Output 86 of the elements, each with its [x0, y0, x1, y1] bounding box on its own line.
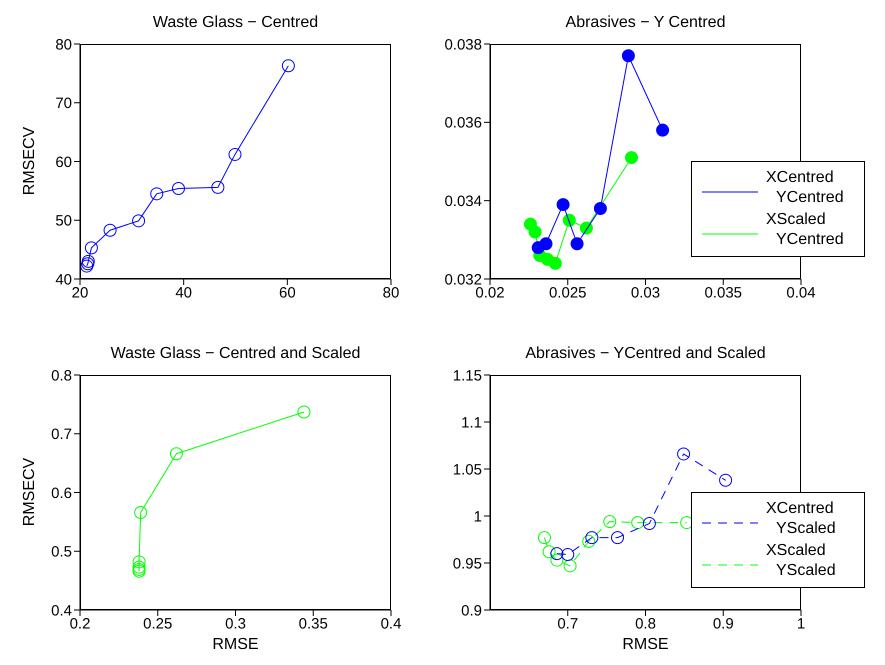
y-tick-label: 1.15: [452, 367, 482, 384]
x-axis-title: RMSE: [211, 636, 260, 654]
y-tick-label: 0.5: [51, 544, 72, 561]
point: [550, 554, 564, 567]
point: [81, 257, 94, 270]
y-axis-title: RMSECV: [21, 456, 39, 528]
point: [622, 49, 635, 62]
point: [172, 182, 185, 196]
point: [642, 517, 656, 530]
point: [603, 515, 616, 528]
x-tick-label: 60: [278, 284, 296, 302]
legend-label: XScaled YScaled: [766, 541, 836, 581]
point: [228, 148, 242, 161]
y-tick-label: 0.4: [51, 602, 72, 620]
x-tick-label: 20: [72, 284, 88, 302]
legend-label: XCentred YCentred: [766, 168, 844, 208]
chart-title: Abrasives − Y Centred: [564, 14, 726, 32]
y-tick-label: 1.1: [461, 414, 482, 432]
point: [611, 531, 624, 544]
point: [719, 474, 732, 487]
y-axis-title: RMSECV: [21, 125, 39, 197]
y-tick-label: 70: [55, 95, 72, 112]
point: [80, 260, 94, 273]
point: [134, 506, 148, 519]
x-tick-label: 0.35: [298, 616, 328, 633]
point: [631, 516, 644, 530]
point: [84, 241, 98, 254]
x-tick-label: 1: [796, 616, 806, 633]
point: [282, 59, 295, 72]
x-tick-label: 0.7: [557, 616, 578, 633]
x-tick-label: 0.8: [635, 616, 656, 633]
y-tick-label: 0.6: [51, 484, 72, 502]
chart-title: Waste Glass − Centred: [152, 14, 320, 32]
x-tick-label: 0.04: [786, 284, 816, 302]
point: [564, 559, 577, 572]
x-tick-label: 0.9: [712, 616, 734, 633]
y-tick-label: 0.036: [444, 114, 482, 132]
point: [82, 254, 95, 268]
point: [625, 151, 638, 164]
legend-label: XCentred YScaled: [766, 499, 836, 539]
point: [594, 202, 607, 215]
y-tick-label: 0.8: [51, 367, 72, 384]
point: [132, 214, 146, 228]
y-tick-label: 40: [55, 271, 72, 288]
x-axis-title: RMSE: [621, 636, 670, 654]
chart-title: Abrasives − YCentred and Scaled: [524, 345, 767, 363]
point: [542, 545, 556, 558]
y-tick-label: 0.7: [51, 426, 72, 444]
y-tick-label: 1.05: [452, 461, 482, 478]
point: [170, 447, 183, 460]
chart-title: Waste Glass − Centred and Scaled: [110, 345, 362, 363]
y-tick-label: 1: [474, 508, 482, 526]
point: [570, 237, 584, 250]
point: [677, 447, 690, 460]
point: [150, 187, 164, 200]
x-tick-label: 0.4: [380, 616, 402, 633]
x-tick-label: 0.25: [143, 616, 172, 633]
y-tick-label: 60: [55, 154, 72, 171]
y-tick-label: 0.95: [452, 555, 482, 572]
y-tick-label: 0.034: [444, 192, 482, 210]
x-tick-label: 0.3: [225, 616, 246, 633]
x-tick-label: 0.035: [704, 284, 742, 302]
x-tick-label: 0.025: [548, 284, 587, 302]
point: [582, 534, 596, 548]
point: [211, 180, 224, 194]
point: [297, 406, 310, 419]
point: [538, 531, 551, 544]
x-tick-label: 80: [382, 284, 400, 302]
y-tick-label: 50: [55, 212, 72, 230]
point: [528, 226, 542, 238]
x-tick-label: 0.2: [70, 616, 90, 633]
y-tick-label: 0.038: [444, 36, 482, 54]
y-tick-label: 80: [55, 36, 72, 54]
legend-label: XScaled YCentred: [766, 210, 844, 250]
point: [585, 531, 598, 544]
x-tick-label: 40: [175, 284, 192, 302]
point: [550, 547, 564, 560]
point: [104, 224, 117, 237]
x-tick-label: 0.03: [630, 284, 660, 302]
y-tick-label: 0.9: [461, 602, 482, 620]
point: [548, 256, 562, 270]
point: [656, 124, 670, 137]
point: [132, 555, 146, 568]
point: [556, 198, 570, 212]
point: [539, 237, 552, 250]
point: [561, 548, 574, 562]
